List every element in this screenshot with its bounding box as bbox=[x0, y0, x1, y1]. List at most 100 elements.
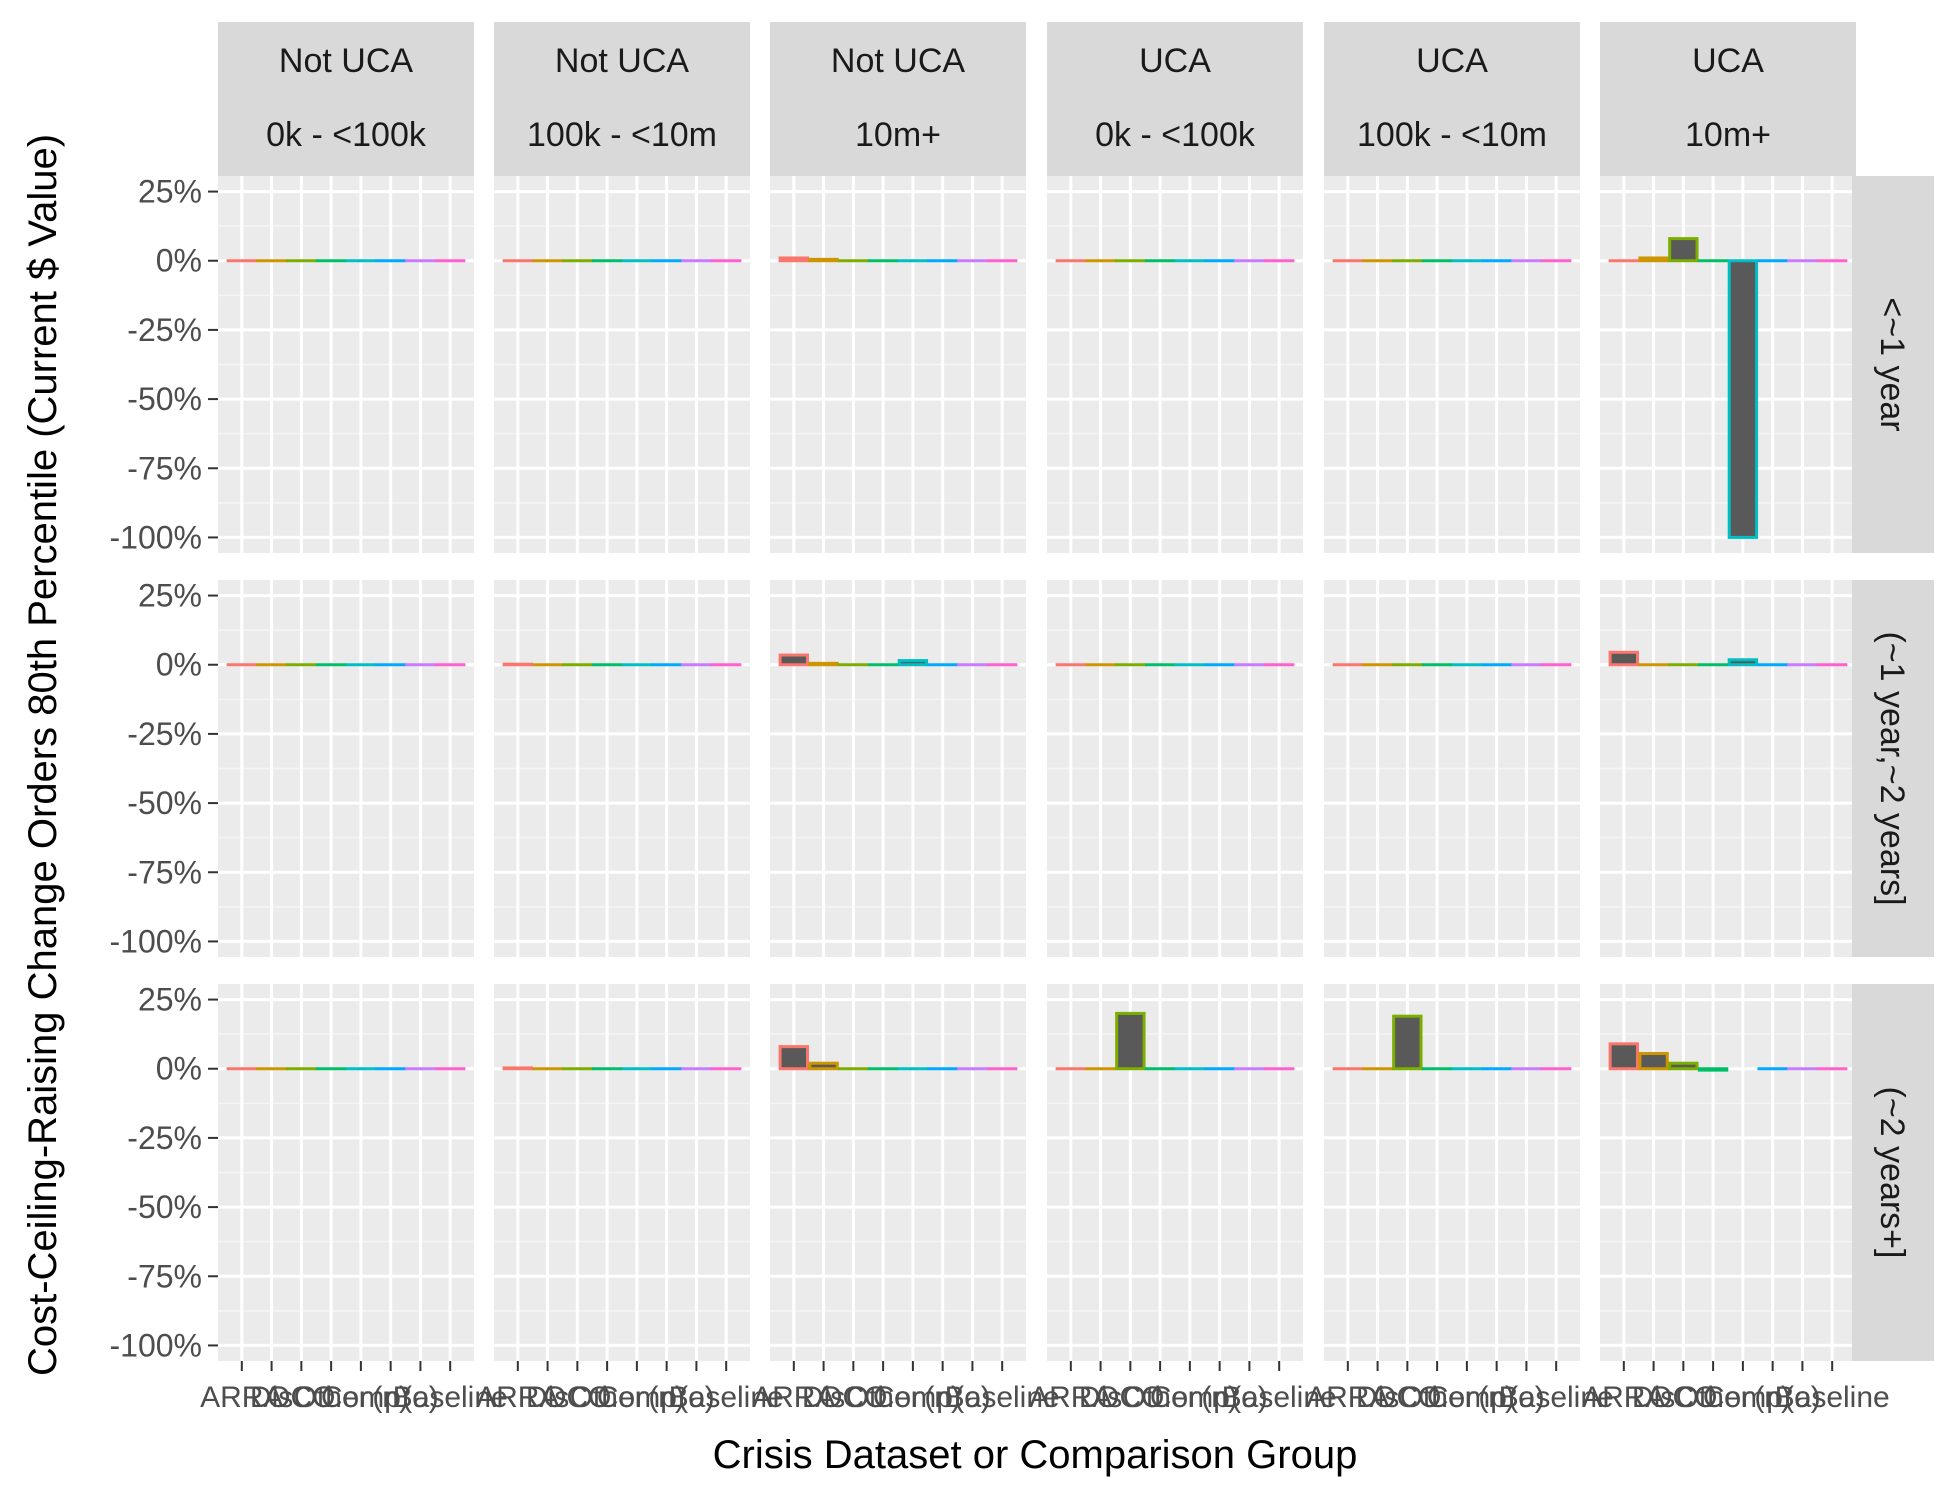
bar-r1-c3-cat1 bbox=[778, 256, 810, 263]
x-tick-label: ARRA bbox=[1306, 1381, 1389, 1414]
strip-background bbox=[1852, 580, 1934, 957]
bar-r1-c6-cat5 bbox=[1727, 259, 1759, 539]
y-axes: 25% 0% -25% -50% -75% -100% 25% 0% -25% -50% -75% -… bbox=[110, 174, 218, 1363]
panel-r1-c6 bbox=[1600, 176, 1856, 553]
x-tick-label: OCO bbox=[1373, 1381, 1441, 1414]
column-strip-3: Not UCA 10m+ bbox=[770, 22, 1026, 176]
row-strip-1: <~1 year bbox=[1852, 176, 1934, 553]
bar-r2-c3-cat2 bbox=[808, 661, 839, 667]
strip-background bbox=[1600, 22, 1856, 176]
x-tick-label: (n) bbox=[1478, 1381, 1515, 1414]
column-strip-5: UCA 100k - <10m bbox=[1324, 22, 1580, 176]
x-tick-label: Baseline bbox=[393, 1381, 508, 1414]
bar-r3-c6-cat1 bbox=[1608, 1042, 1640, 1071]
row-strip-3: (~2 years+] bbox=[1852, 984, 1934, 1361]
x-axes: ARRADisOCOOtherComp(n)(o)BaselineARRADis… bbox=[200, 1361, 1890, 1414]
y-tick-label: -75% bbox=[127, 854, 202, 890]
bar-r1-c6-cat3 bbox=[1668, 237, 1699, 263]
panel-r1-c2 bbox=[494, 176, 750, 553]
bar-r3-c6-cat3 bbox=[1668, 1061, 1699, 1071]
y-tick-label: 0% bbox=[156, 243, 202, 279]
x-tick-label: (n) bbox=[924, 1381, 961, 1414]
x-tick-label: (o) bbox=[1231, 1381, 1268, 1414]
y-tick-label: 25% bbox=[138, 982, 202, 1018]
panel-r3-c2 bbox=[494, 984, 750, 1361]
x-tick-label: Baseline bbox=[1775, 1381, 1890, 1414]
x-tick-label: Baseline bbox=[945, 1381, 1060, 1414]
y-tick-label: -50% bbox=[127, 785, 202, 821]
x-tick-label: ARRA bbox=[1029, 1381, 1112, 1414]
x-tick-label: (o) bbox=[1508, 1381, 1545, 1414]
x-tick-label: (o) bbox=[678, 1381, 715, 1414]
bar-r3-c3-cat1 bbox=[778, 1045, 810, 1071]
x-tick-label: Baseline bbox=[1499, 1381, 1614, 1414]
strip-label-line2: 10m+ bbox=[855, 116, 941, 154]
y-tick-label: -100% bbox=[110, 519, 203, 555]
x-tick-label: (n) bbox=[1201, 1381, 1238, 1414]
column-strip-2: Not UCA 100k - <10m bbox=[494, 22, 750, 176]
panel-r3-c5 bbox=[1324, 984, 1580, 1361]
panel-r2-c4 bbox=[1047, 580, 1303, 957]
strip-background bbox=[1852, 984, 1934, 1361]
bar-r2-c6-cat1 bbox=[1608, 650, 1640, 667]
x-tick-label: OCO bbox=[819, 1381, 887, 1414]
y-tick-label: -50% bbox=[127, 381, 202, 417]
x-tick-label: Comp bbox=[597, 1381, 677, 1414]
x-tick-label: Dis bbox=[802, 1381, 845, 1414]
x-tick-label: Baseline bbox=[669, 1381, 784, 1414]
x-tick-label: Dis bbox=[526, 1381, 569, 1414]
panel-r2-c1 bbox=[218, 580, 474, 957]
x-tick-label: Dis bbox=[1079, 1381, 1122, 1414]
column-strip-4: UCA 0k - <100k bbox=[1047, 22, 1303, 176]
row-strip-2: (~1 year,~2 years] bbox=[1852, 580, 1934, 957]
strip-background bbox=[770, 22, 1026, 176]
panel-r3-c4 bbox=[1047, 984, 1303, 1361]
x-tick-label: (o) bbox=[1784, 1381, 1821, 1414]
x-tick-label: (o) bbox=[402, 1381, 439, 1414]
column-strip-1: Not UCA 0k - <100k bbox=[218, 22, 474, 176]
y-tick-label: 25% bbox=[138, 174, 202, 210]
strip-background bbox=[1047, 22, 1303, 176]
strip-background bbox=[218, 22, 474, 176]
x-tick-label: Other bbox=[1676, 1381, 1751, 1414]
panel-r3-c3 bbox=[770, 984, 1026, 1361]
x-tick-label: OCO bbox=[543, 1381, 611, 1414]
x-tick-label: (n) bbox=[1754, 1381, 1791, 1414]
strip-label-line1: UCA bbox=[1692, 42, 1764, 80]
column-strip-6: UCA 10m+ bbox=[1600, 22, 1856, 176]
panel-r3-c6 bbox=[1600, 984, 1856, 1361]
x-tick-label: Other bbox=[570, 1381, 645, 1414]
strip-label-line1: Not UCA bbox=[831, 42, 965, 80]
bar-r1-c6-cat2 bbox=[1638, 256, 1669, 263]
y-tick-label: 0% bbox=[156, 647, 202, 683]
x-tick-label: (n) bbox=[648, 1381, 685, 1414]
bar-r3-c6-cat2 bbox=[1638, 1052, 1669, 1071]
bar-r3-c2-cat1 bbox=[502, 1066, 534, 1071]
x-tick-label: ARRA bbox=[752, 1381, 835, 1414]
bar-r3-c5-cat3 bbox=[1392, 1014, 1423, 1071]
chart-panels bbox=[218, 176, 1856, 1361]
x-tick-label: Comp bbox=[1427, 1381, 1507, 1414]
bar-r3-c4-cat3 bbox=[1115, 1011, 1146, 1071]
y-tick-label: -100% bbox=[110, 1327, 203, 1363]
bar-r2-c2-cat1 bbox=[502, 662, 534, 667]
panel-r2-c5 bbox=[1324, 580, 1580, 957]
strip-label-line2: 0k - <100k bbox=[1095, 116, 1256, 154]
panel-r2-c3 bbox=[770, 580, 1026, 957]
strip-label-line2: 100k - <10m bbox=[527, 116, 717, 154]
strip-label-line2: 0k - <100k bbox=[266, 116, 427, 154]
panel-r1-c3 bbox=[770, 176, 1026, 553]
row-strip-label: <~1 year bbox=[1873, 297, 1911, 431]
strip-background bbox=[494, 22, 750, 176]
x-tick-label: Dis bbox=[1632, 1381, 1675, 1414]
y-tick-label: 25% bbox=[138, 578, 202, 614]
strip-background bbox=[1324, 22, 1580, 176]
y-tick-label: -75% bbox=[127, 450, 202, 486]
panel-r1-c5 bbox=[1324, 176, 1580, 553]
strip-background bbox=[1852, 176, 1934, 553]
x-tick-label: Dis bbox=[1356, 1381, 1399, 1414]
panel-r1-c1 bbox=[218, 176, 474, 553]
x-tick-label: Other bbox=[1123, 1381, 1198, 1414]
